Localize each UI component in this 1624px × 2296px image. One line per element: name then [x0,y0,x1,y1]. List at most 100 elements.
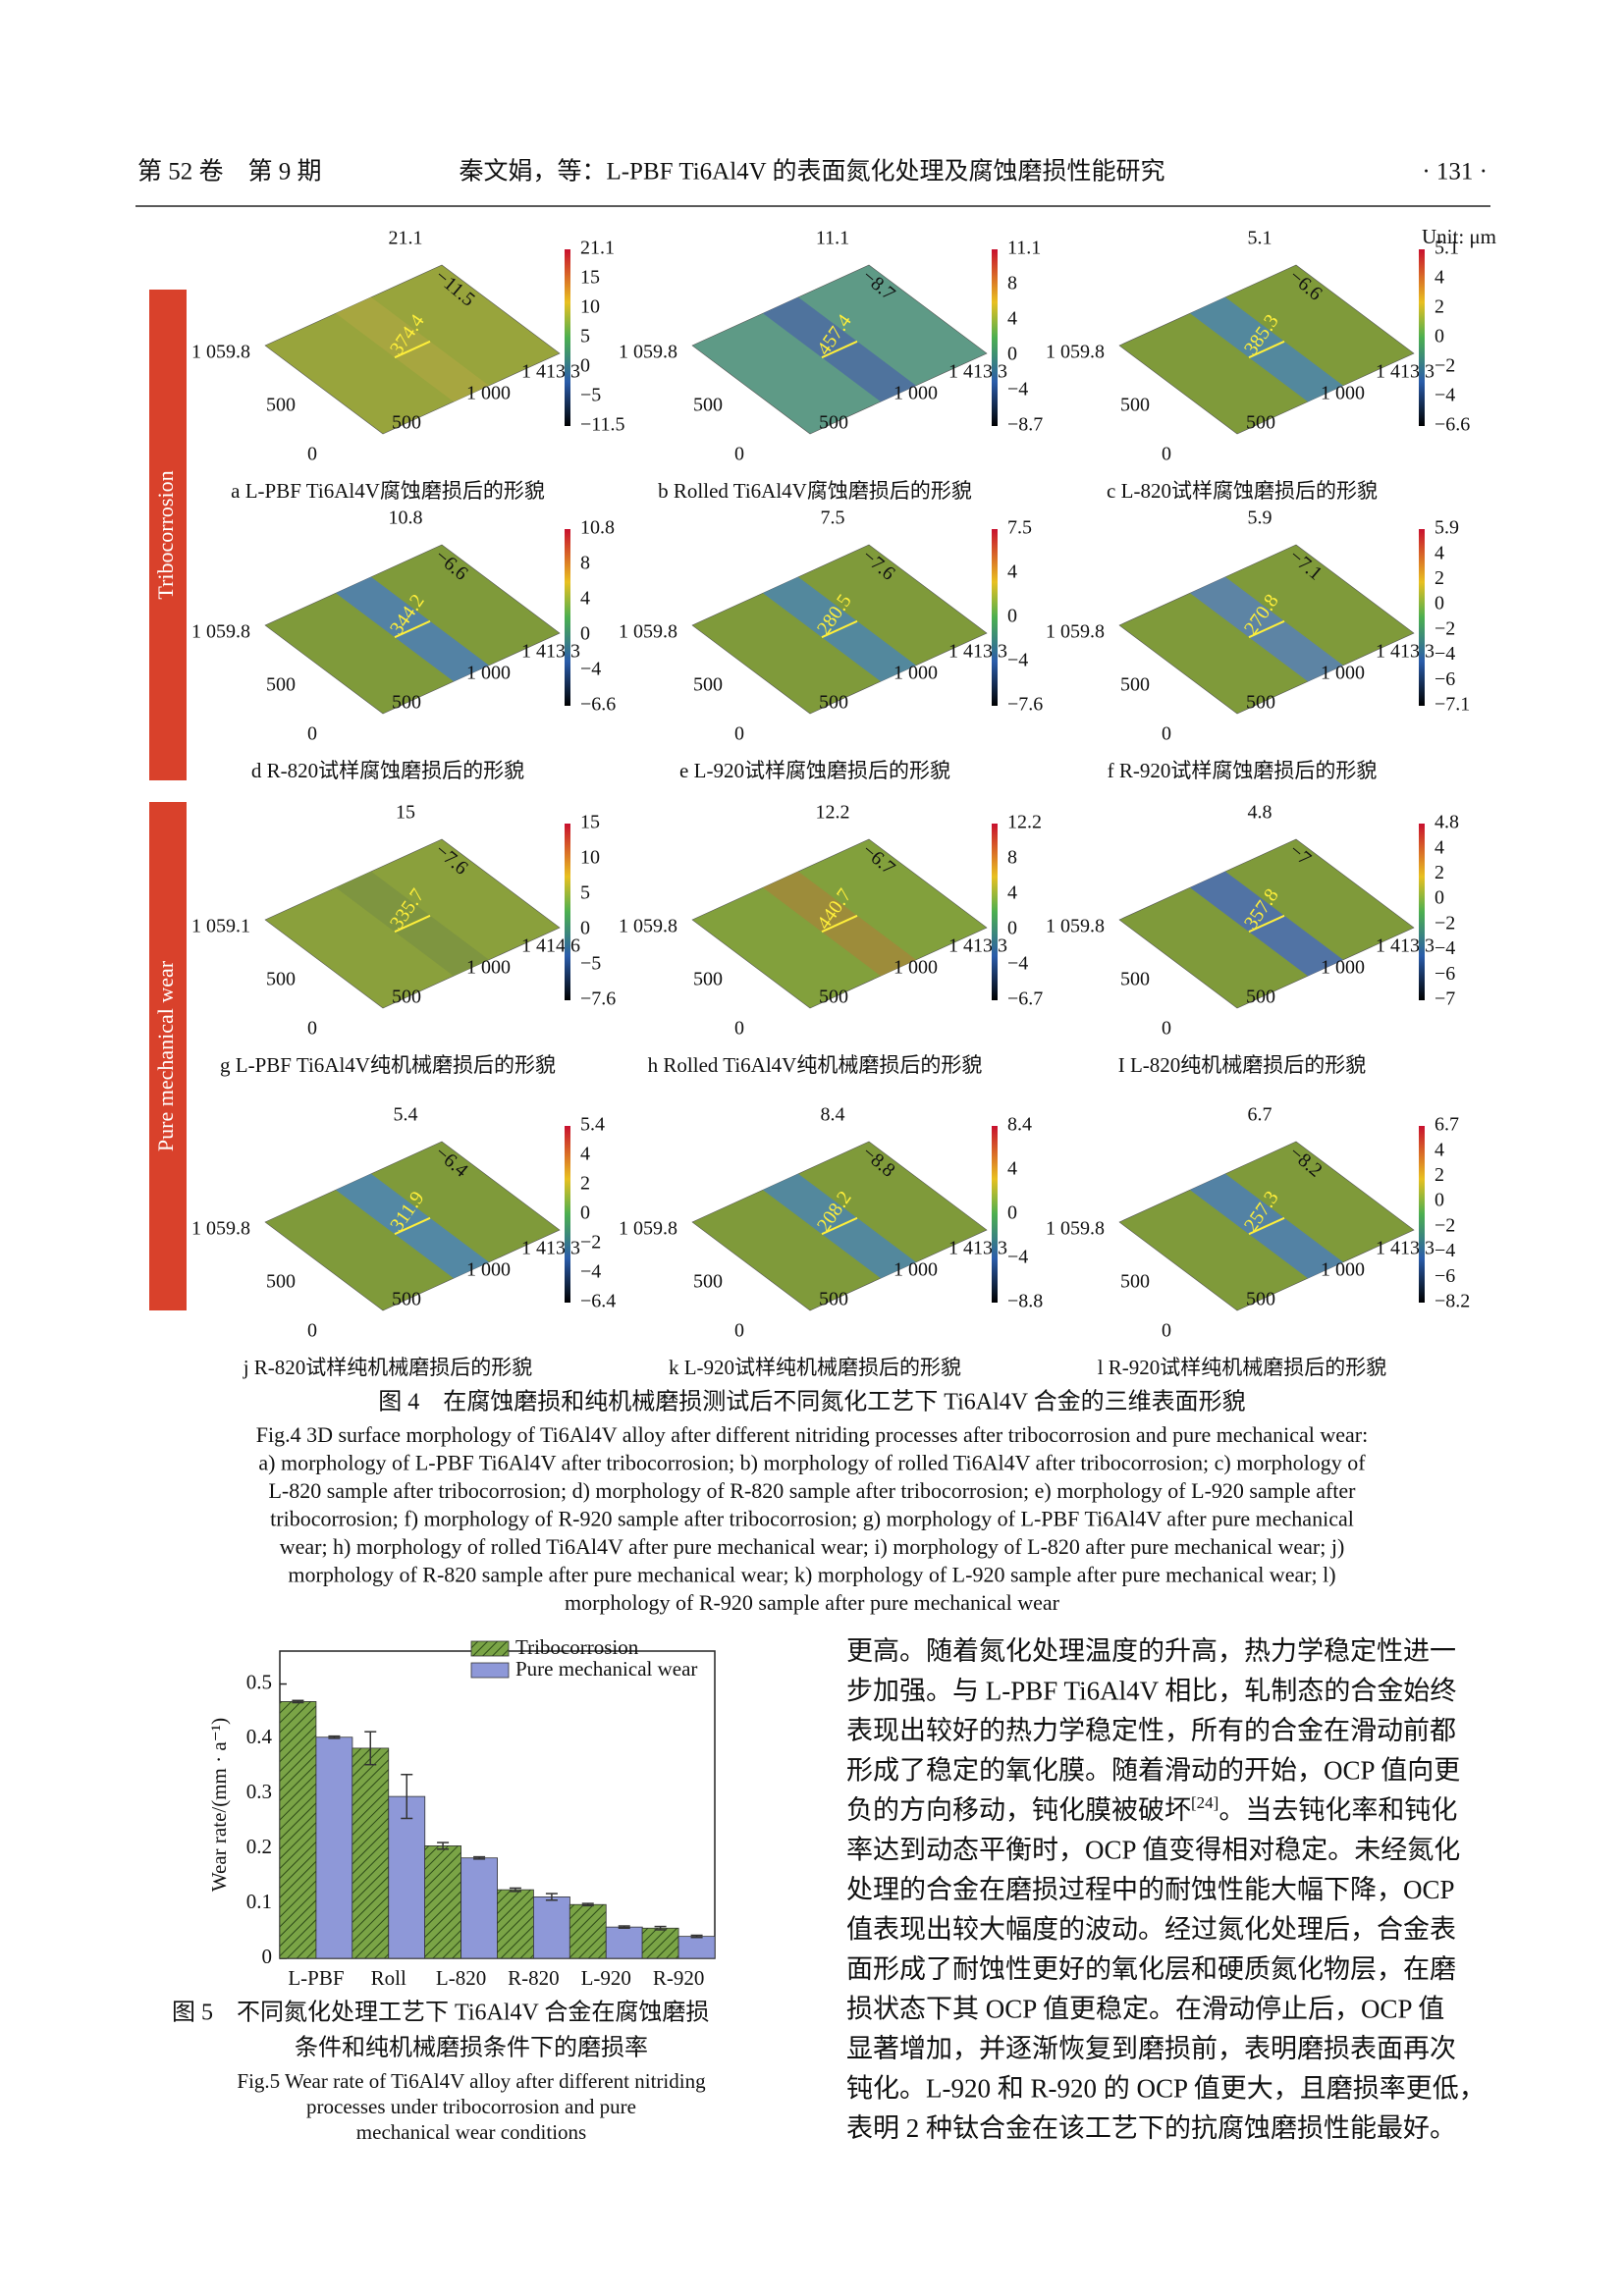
body-line: 形成了稳定的氧化膜。随着滑动的开始，OCP 值向更 [846,1756,1460,1786]
colorbar-tick-label: −4 [1435,1240,1455,1261]
colorbar-tick-label: −7.6 [1007,694,1043,716]
x-1000-label: 1 000 [466,383,511,404]
error-bar [509,1887,521,1893]
x-mid-label: 500 [1246,1289,1275,1310]
colorbar-tick-label: 5.4 [580,1114,605,1136]
bar [677,1936,716,1959]
y-tick-label: 0.2 [246,1835,272,1858]
x-max-label: 1 414.6 [521,935,580,957]
colorbar-tick-label: −6.6 [1435,414,1470,436]
y-mid-label: 500 [266,674,296,696]
unit-label: Unit: μm [1422,225,1496,248]
z-max-label: 10.8 [389,507,423,529]
origin-label: 0 [307,444,317,465]
error-bar [618,1925,630,1930]
y-tick-label: 0 [262,1945,273,1968]
error-bar [364,1731,377,1766]
colorbar-tick-label: −4 [1435,385,1455,406]
body-line: 钝化。L-920 和 R-920 的 OCP 值更大，且磨损率更低， [846,2074,1486,2104]
body-line: 处理的合金在磨损过程中的耐蚀性能大幅下降，OCP [846,1875,1455,1904]
z-max-label: 8.4 [821,1104,845,1126]
body-line: 显著增加，并逐渐恢复到磨损前，表明磨损表面再次 [846,2034,1456,2063]
figure-caption-en: L-820 sample after tribocorrosion; d) mo… [268,1478,1356,1503]
colorbar-tick-label: 0 [1007,606,1017,627]
origin-label: 0 [1162,1018,1171,1040]
colorbar-tick-label: −2 [1435,355,1455,377]
colorbar [565,249,570,426]
y-max-label: 1 059.8 [191,621,250,643]
origin-label: 0 [734,1320,744,1342]
colorbar-tick-label: 6.7 [1435,1114,1459,1136]
legend-swatch [470,1662,510,1679]
origin-label: 0 [734,1018,744,1040]
colorbar-tick-label: 8 [1007,847,1017,869]
x-1000-label: 1 000 [1321,1259,1365,1281]
body-text: 负的方向移动，钝化膜被破坏 [846,1795,1191,1825]
error-bar [654,1925,667,1931]
y-tick-label: 0.3 [246,1780,272,1803]
x-tick-label: R-820 [508,1966,560,1990]
x-mid-label: 500 [819,412,848,434]
x-1000-label: 1 000 [893,663,938,684]
x-mid-label: 500 [1246,692,1275,714]
x-max-label: 1 413.3 [948,1238,1007,1259]
x-mid-label: 500 [819,1289,848,1310]
figure-caption-en: morphology of R-920 sample after pure me… [565,1590,1060,1615]
colorbar-tick-label: −2 [1435,1214,1455,1236]
colorbar-tick-label: −4 [1007,379,1028,400]
colorbar-tick-label: 0 [580,918,590,939]
figure-caption-en: Fig.5 Wear rate of Ti6Al4V alloy after d… [237,2069,706,2093]
colorbar-tick-label: −7.1 [1435,694,1470,716]
body-line: 表明 2 种钛合金在该工艺下的抗腐蚀磨损性能最好。 [846,2113,1456,2143]
error-bar [545,1893,558,1901]
x-max-label: 1 413.3 [1376,935,1435,957]
origin-label: 0 [1162,1320,1171,1342]
x-1000-label: 1 000 [466,663,511,684]
colorbar-tick-label: 0 [1435,326,1444,347]
colorbar-tick-label: 0 [580,1202,590,1224]
colorbar-tick-label: 8.4 [1007,1114,1032,1136]
x-mid-label: 500 [819,692,848,714]
colorbar [1419,249,1425,426]
panel-caption: h Rolled Ti6Al4V纯机械磨损后的形貌 [648,1053,983,1077]
colorbar-tick-label: −8.8 [1007,1291,1043,1312]
x-max-label: 1 413.3 [948,361,1007,383]
colorbar-tick-label: −4 [1007,953,1028,975]
origin-label: 0 [734,444,744,465]
y-max-label: 1 059.8 [619,342,677,363]
colorbar-tick-label: 8 [580,553,590,574]
panel-caption: I L-820纯机械磨损后的形貌 [1118,1053,1367,1077]
body-line: 表现出较好的热力学稳定性，所有的合金在滑动前都 [846,1716,1456,1745]
colorbar-tick-label: 10 [580,296,600,318]
colorbar-tick-label: −6 [1435,1265,1455,1287]
x-1000-label: 1 000 [1321,383,1365,404]
x-mid-label: 500 [1246,412,1275,434]
colorbar-tick-label: 2 [1435,862,1444,883]
colorbar [1419,529,1425,706]
colorbar-tick-label: 10.8 [580,517,615,539]
error-bar [292,1699,304,1704]
y-mid-label: 500 [1120,1271,1150,1293]
body-line: 更高。随着氮化处理温度的升高，热力学稳定性进一 [846,1636,1456,1666]
panel-caption: l R-920试样纯机械磨损后的形貌 [1098,1356,1387,1379]
z-max-label: 12.2 [816,802,850,824]
colorbar-tick-label: 8 [1007,273,1017,294]
x-mid-label: 500 [392,692,421,714]
bar [279,1701,317,1959]
figure-caption-en: a) morphology of L-PBF Ti6Al4V after tri… [258,1451,1366,1475]
x-max-label: 1 413.3 [521,1238,580,1259]
error-bar [401,1774,413,1820]
colorbar-tick-label: −4 [580,659,601,680]
y-tick-label: 0.4 [246,1725,273,1748]
colorbar-tick-label: −6.4 [580,1291,616,1312]
error-bar [473,1855,486,1860]
colorbar-tick-label: −6 [1435,668,1455,690]
error-bar [581,1902,594,1907]
x-tick-label: L-820 [436,1966,486,1990]
origin-label: 0 [307,1320,317,1342]
